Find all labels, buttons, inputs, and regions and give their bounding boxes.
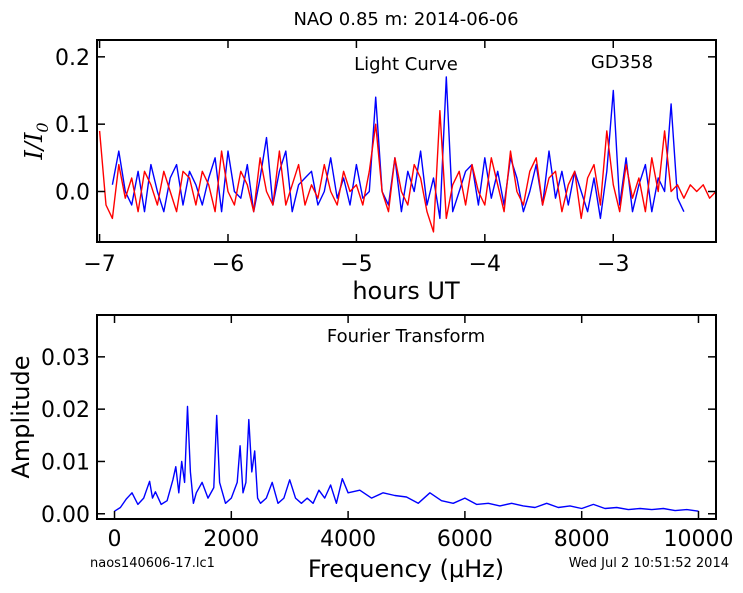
fourier-x-tick-label: 0 — [108, 527, 122, 552]
light-curve-axes-frame — [96, 39, 717, 243]
footer-filename: naos140606-17.lc1 — [90, 556, 215, 571]
light-curve-series — [98, 76, 717, 233]
fourier-y-tick-label: 0.01 — [41, 450, 90, 475]
light-curve-y-label: I/I0 — [20, 122, 52, 160]
light-curve-series-line-1 — [98, 110, 717, 233]
fourier-x-tick-label: 10000 — [663, 527, 733, 552]
fourier-y-tick-label: 0.03 — [41, 346, 90, 371]
light-curve-x-tick-label: −3 — [597, 252, 629, 277]
light-curve-x-tick-label: −4 — [469, 252, 501, 277]
light-curve-x-tick-label: −5 — [340, 252, 372, 277]
fourier-x-tick-label: 8000 — [554, 527, 610, 552]
fourier-x-tick-label: 4000 — [320, 527, 376, 552]
light-curve-x-tick-label: −7 — [83, 252, 115, 277]
fourier-x-tick-label: 2000 — [203, 527, 259, 552]
fourier-y-tick-label: 0.00 — [41, 503, 90, 528]
light-curve-x-label: hours UT — [352, 277, 460, 305]
fourier-axes-frame — [96, 314, 717, 520]
light-curve-annotation: Light Curve — [354, 54, 458, 75]
light-curve-y-tick-label: 0.0 — [55, 181, 90, 206]
fourier-annotation: Fourier Transform — [327, 326, 485, 347]
fourier-plot: 0 2000 4000 6000 8000 10000 0.00 0.01 0.02 0.03 F… — [7, 314, 733, 583]
fourier-series — [114, 405, 699, 512]
fourier-x-label: Frequency (μHz) — [308, 555, 504, 583]
figure-title: NAO 0.85 m: 2014-06-06 — [293, 9, 518, 30]
fourier-series-line-0 — [114, 405, 699, 512]
star-name-annotation: GD358 — [591, 52, 653, 73]
light-curve-ticks: −7 −6 −5 −4 −3 0.0 0.1 0.2 — [55, 40, 716, 277]
fourier-y-label: Amplitude — [7, 356, 35, 479]
fourier-x-tick-label: 6000 — [437, 527, 493, 552]
light-curve-x-tick-label: −6 — [212, 252, 244, 277]
light-curve-plot: −7 −6 −5 −4 −3 0.0 0.1 0.2 Light Curve GD358 ho… — [20, 39, 717, 305]
fourier-ticks: 0 2000 4000 6000 8000 10000 0.00 0.01 0.02 0.03 — [41, 315, 733, 552]
light-curve-y-tick-label: 0.1 — [55, 113, 90, 138]
light-curve-y-tick-label: 0.2 — [55, 46, 90, 71]
footer-timestamp: Wed Jul 2 10:51:52 2014 — [569, 556, 729, 571]
fourier-y-tick-label: 0.02 — [41, 398, 90, 423]
